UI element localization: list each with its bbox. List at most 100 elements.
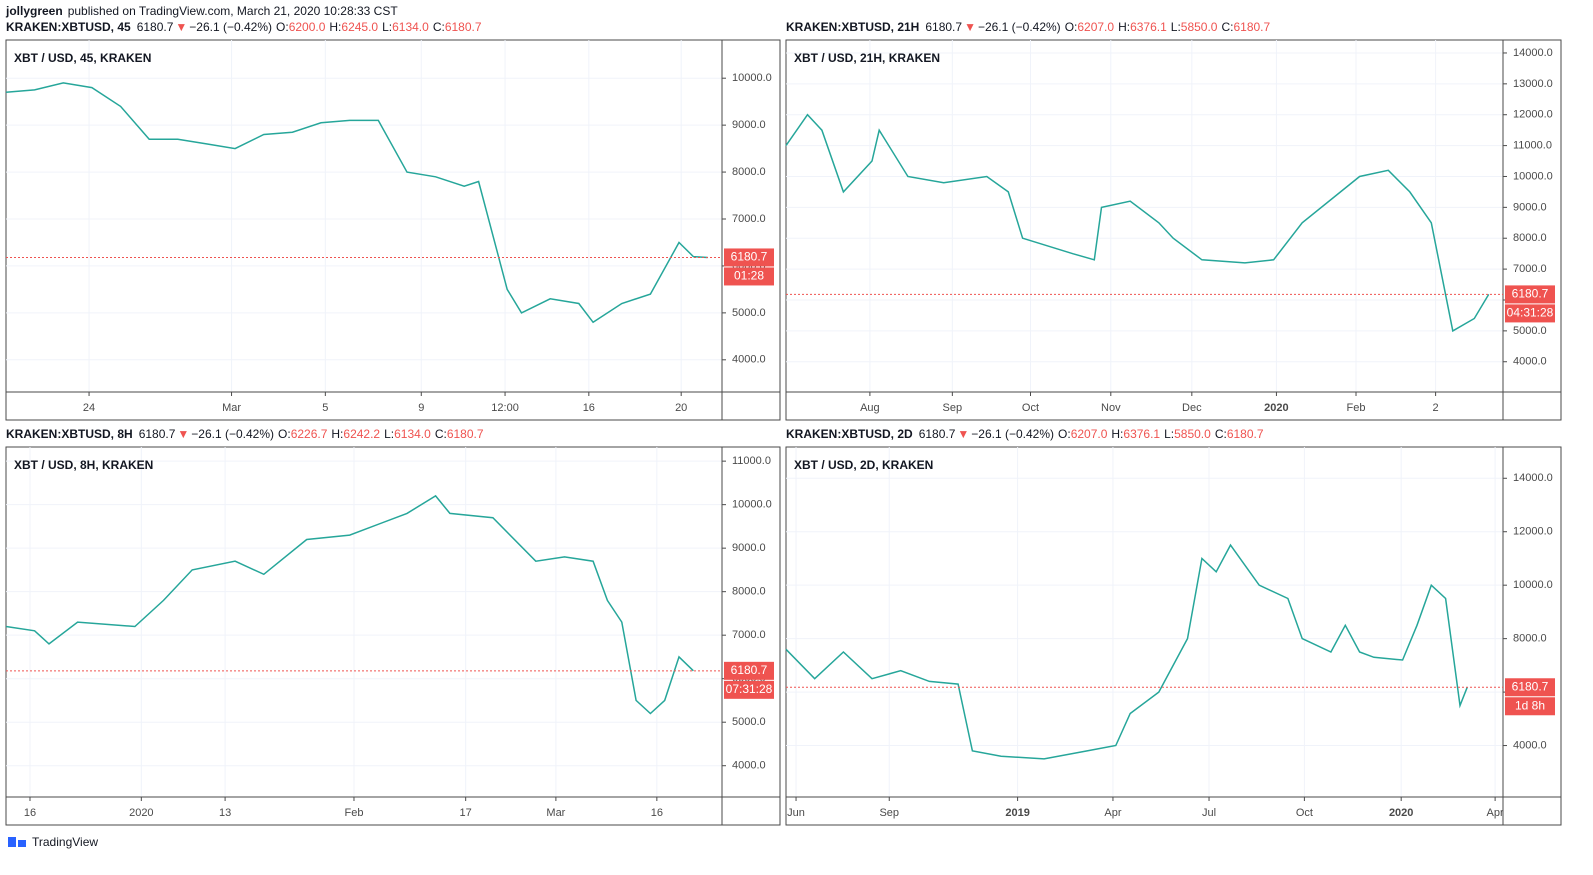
x-tick-label: 2019 [1005,807,1029,819]
field-label: H: [331,427,343,441]
y-tick-label: 4000.0 [1513,739,1547,751]
y-tick-label: 8000.0 [1513,633,1547,645]
price-badge-label: 6180.7 [731,663,768,677]
x-tick-label: Jul [1202,807,1216,819]
x-tick-label: 5 [322,402,328,414]
price-badge [724,248,774,267]
x-tick-label: Apr [1104,807,1121,819]
x-tick-label: Apr [1487,807,1504,819]
panel-border [785,39,1562,421]
field-value: 6376.1 [1123,427,1160,441]
change: −26.1 (−0.42%) [978,20,1061,34]
direction: ▼ [964,20,976,34]
field-label: H: [329,20,341,34]
y-tick-label: 14000.0 [1513,47,1553,59]
countdown-badge [1505,697,1555,716]
field-label: C: [1215,427,1227,441]
field-label: O: [1065,20,1078,34]
chart-header: KRAKEN:XBTUSD, 21H 6180.7 ▼ −26.1 (−0.42%) O… [786,20,1271,34]
x-tick-label: 16 [651,807,663,819]
x-tick-label: 16 [583,402,595,414]
y-tick-label: 4000.0 [732,760,766,772]
watermark-title: XBT / USD, 2D, KRAKEN [794,458,933,472]
y-tick-label: 10000.0 [1513,579,1553,591]
price-badge-label: 6180.7 [1512,679,1549,693]
field-label: H: [1111,427,1123,441]
chart-panel: KRAKEN:XBTUSD, 8H 6180.7 ▼ −26.1 (−0.42%) O:… [5,427,781,826]
price-line [5,82,708,324]
published: published on TradingView.com, March 21, … [68,4,399,18]
x-tick-label: Sep [943,402,963,414]
author: jollygreen [5,4,63,18]
y-tick-label: 8000.0 [1513,232,1547,244]
x-tick-label: Feb [1347,402,1366,414]
field-value: 6376.1 [1130,20,1167,34]
y-tick-label: 5000.0 [732,716,766,728]
price-badge [1505,678,1555,697]
byline: jollygreen published on TradingView.com, … [5,4,398,18]
direction: ▼ [175,20,187,34]
y-tick-label: 13000.0 [1513,78,1553,90]
panel-border [5,446,781,826]
field-value: 6180.7 [1233,20,1270,34]
x-tick-label: Sep [879,807,899,819]
field-value: 6180.7 [445,20,482,34]
y-tick-label: 4000.0 [1513,356,1547,368]
field-value: 6180.7 [1227,427,1264,441]
price: 6180.7 [919,427,956,441]
countdown-label: 01:28 [734,269,764,283]
x-tick-label: 2 [1433,402,1439,414]
watermark-title: XBT / USD, 21H, KRAKEN [794,51,940,65]
field-value: 6226.7 [291,427,328,441]
field-value: 6207.0 [1077,20,1114,34]
panel-border [785,446,1562,826]
y-tick-label: 9000.0 [732,542,766,554]
chart-header: KRAKEN:XBTUSD, 2D 6180.7 ▼ −26.1 (−0.42%) O:… [786,427,1264,441]
field-label: C: [1221,20,1233,34]
field-label: C: [433,20,445,34]
panel-border [5,39,781,421]
chart-panel: KRAKEN:XBTUSD, 2D 6180.7 ▼ −26.1 (−0.42%) O:… [785,427,1562,826]
y-tick-label: 11000.0 [1513,140,1552,152]
chart-panel: KRAKEN:XBTUSD, 45 6180.7 ▼ −26.1 (−0.42%) O:… [5,20,781,421]
price-badge [724,661,774,680]
x-tick-label: 12:00 [491,402,519,414]
field-label: O: [278,427,291,441]
x-tick-label: Nov [1101,402,1121,414]
footer: TradingView [32,835,98,849]
price-badge-label: 6180.7 [731,250,768,264]
y-tick-label: 7000.0 [1513,263,1547,275]
countdown-badge [1505,304,1555,323]
field-value: 6207.0 [1071,427,1108,441]
x-tick-label: 16 [24,807,36,819]
x-tick-label: 9 [418,402,424,414]
y-tick-label: 4000.0 [732,354,766,366]
x-tick-label: 2020 [1389,807,1413,819]
countdown-badge [724,680,774,699]
field-value: 5850.0 [1181,20,1218,34]
x-tick-label: Jun [787,807,805,819]
x-tick-label: 17 [460,807,472,819]
price-badge [1505,285,1555,304]
countdown-label: 1d 8h [1515,698,1545,712]
y-tick-label: 10000.0 [1513,170,1553,182]
field-value: 5850.0 [1174,427,1211,441]
direction: ▼ [957,427,969,441]
y-tick-label: 8000.0 [732,166,766,178]
x-tick-label: Feb [344,807,363,819]
chart-header: KRAKEN:XBTUSD, 45 6180.7 ▼ −26.1 (−0.42%) O:… [6,20,482,34]
price: 6180.7 [925,20,962,34]
x-tick-label: 13 [219,807,231,819]
y-tick-label: 11000.0 [732,455,771,467]
y-tick-label: 10000.0 [732,499,772,511]
field-value: 6134.0 [392,20,429,34]
x-tick-label: Mar [222,402,241,414]
field-label: L: [382,20,392,34]
countdown-badge [724,267,774,286]
change: −26.1 (−0.42%) [189,20,272,34]
y-tick-label: 9000.0 [1513,201,1547,213]
symbol: KRAKEN:XBTUSD, 45 [6,20,131,34]
y-tick-label: 5000.0 [732,307,766,319]
symbol: KRAKEN:XBTUSD, 2D [786,427,913,441]
